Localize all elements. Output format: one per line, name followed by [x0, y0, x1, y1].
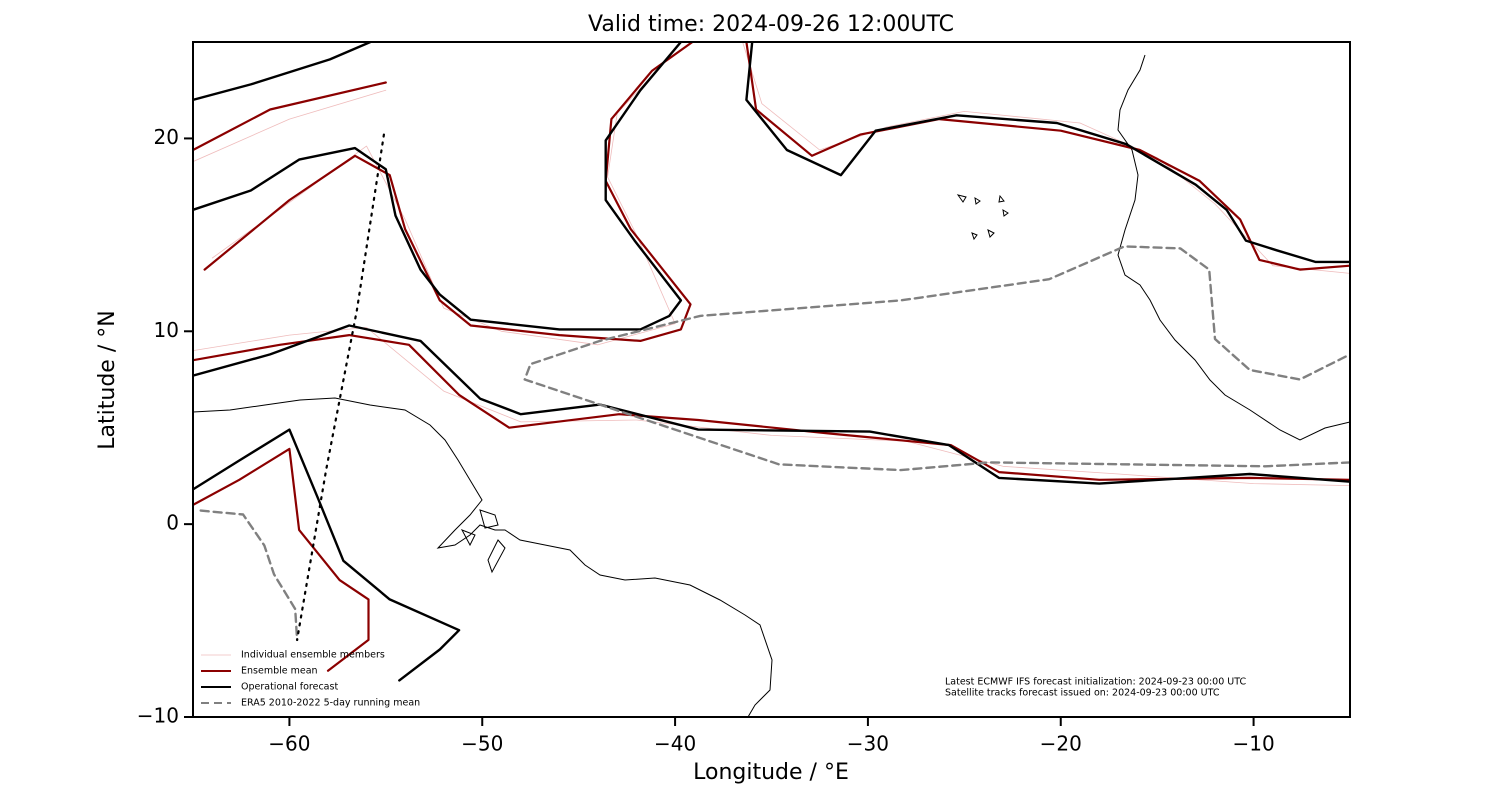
series-layer [193, 42, 1350, 682]
contour-line [193, 42, 1350, 672]
y-tick-label: 20 [154, 125, 179, 149]
legend: Individual ensemble members Ensemble mean… [201, 650, 420, 709]
legend-label: Operational forecast [241, 682, 338, 693]
coastline [460, 509, 506, 574]
x-tick-label: −10 [1232, 732, 1274, 756]
x-tick-label: −60 [268, 732, 310, 756]
plot-frame [192, 41, 1351, 718]
coastline [1117, 54, 1350, 441]
x-tick-label: −50 [461, 732, 503, 756]
annotation: Latest ECMWF IFS forecast initialization… [945, 677, 1246, 688]
contour-line [199, 245, 1350, 642]
annotation: Satellite tracks forecast issued on: 202… [945, 688, 1220, 699]
legend-label: Ensemble mean [241, 666, 318, 677]
coastline [193, 397, 773, 717]
axes: −60 −50 −40 −30 −20 −10 −10 0 10 20 [137, 125, 1275, 756]
coastline [956, 194, 1009, 241]
contour-line [193, 42, 1350, 486]
y-axis-label: Latitude / °N [95, 310, 120, 449]
legend-label: ERA5 2010-2022 5-day running mean [241, 698, 420, 709]
y-tick-label: 10 [154, 318, 179, 342]
contour-line [296, 133, 385, 641]
x-tick-label: −30 [847, 732, 889, 756]
y-tick-label: 0 [166, 511, 179, 535]
y-tick-label: −10 [137, 704, 179, 728]
plot-area [193, 42, 1350, 717]
x-axis-label: Longitude / °E [693, 760, 849, 785]
x-tick-label: −40 [654, 732, 696, 756]
contour-line [193, 42, 1350, 682]
chart-title: Valid time: 2024-09-26 12:00UTC [588, 12, 954, 37]
coastlines [193, 54, 1350, 717]
legend-label: Individual ensemble members [241, 650, 385, 661]
x-tick-label: −20 [1040, 732, 1082, 756]
